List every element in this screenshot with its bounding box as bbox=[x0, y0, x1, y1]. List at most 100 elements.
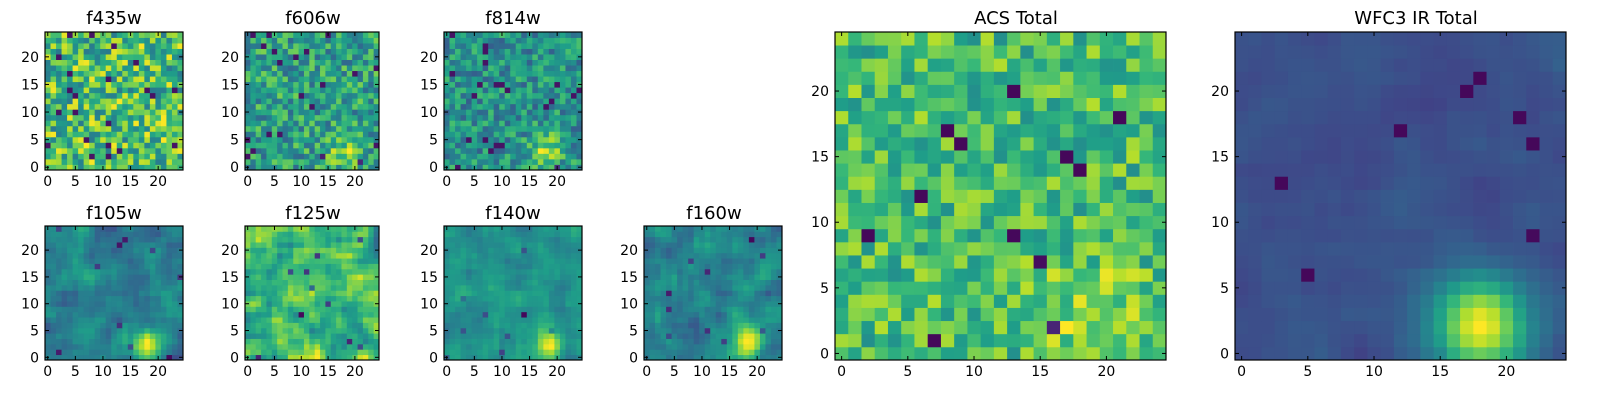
heatmap-cell bbox=[50, 242, 57, 248]
heatmap-cell bbox=[138, 92, 145, 99]
heatmap-cell bbox=[250, 343, 257, 350]
heatmap-cell bbox=[61, 103, 68, 110]
heatmap-cell bbox=[255, 279, 262, 286]
heatmap-cell bbox=[352, 37, 358, 44]
heatmap-cell bbox=[466, 54, 472, 60]
heatmap-cell bbox=[543, 279, 550, 286]
heatmap-cell bbox=[45, 343, 51, 350]
heatmap-cell bbox=[644, 252, 650, 259]
heatmap-cell bbox=[271, 258, 278, 264]
heatmap-cell bbox=[116, 226, 123, 232]
heatmap-cell bbox=[677, 343, 684, 350]
heatmap-cell bbox=[570, 125, 577, 132]
heatmap-cell bbox=[287, 317, 294, 323]
heatmap-cell bbox=[105, 153, 112, 160]
heatmap-cell bbox=[644, 338, 650, 345]
heatmap-cell bbox=[776, 306, 783, 313]
heatmap-cell bbox=[325, 59, 332, 66]
heatmap-cell bbox=[874, 228, 889, 243]
heatmap-cell bbox=[138, 120, 145, 127]
heatmap-cell bbox=[715, 263, 722, 270]
heatmap-cell bbox=[357, 164, 364, 171]
heatmap-cell bbox=[688, 354, 695, 361]
heatmap-cell bbox=[89, 349, 96, 356]
heatmap-cell bbox=[499, 98, 506, 105]
heatmap-cell bbox=[72, 327, 79, 334]
heatmap-cell bbox=[688, 333, 695, 339]
heatmap-cell bbox=[770, 242, 777, 248]
heatmap-cell bbox=[504, 349, 511, 356]
heatmap-cell bbox=[1113, 189, 1127, 203]
heatmap-cell bbox=[177, 349, 184, 356]
heatmap-cell bbox=[471, 242, 478, 248]
heatmap-cell bbox=[261, 153, 267, 160]
heatmap-cell bbox=[688, 279, 695, 286]
heatmap-cell bbox=[576, 98, 583, 105]
heatmap-cell bbox=[677, 317, 684, 323]
heatmap-cell bbox=[352, 142, 358, 149]
heatmap-cell bbox=[45, 252, 51, 259]
heatmap-cell bbox=[455, 76, 461, 83]
heatmap-cell bbox=[336, 120, 342, 127]
heatmap-cell bbox=[554, 158, 561, 165]
heatmap-cell bbox=[967, 268, 982, 282]
heatmap-cell bbox=[649, 301, 656, 307]
heatmap-cell bbox=[94, 263, 101, 270]
heatmap-cell bbox=[537, 338, 544, 345]
heatmap-cell bbox=[309, 263, 316, 270]
heatmap-cell bbox=[352, 263, 358, 270]
heatmap-cell bbox=[848, 281, 862, 295]
heatmap-cell bbox=[298, 333, 305, 339]
heatmap-cell bbox=[255, 247, 262, 254]
heatmap-cell bbox=[72, 231, 79, 238]
heatmap-cell bbox=[477, 54, 484, 60]
heatmap-cell bbox=[298, 343, 305, 350]
heatmap-cell bbox=[460, 87, 467, 94]
heatmap-cell bbox=[548, 327, 555, 334]
heatmap-cell bbox=[105, 92, 112, 99]
heatmap-cell bbox=[455, 131, 461, 138]
heatmap-cell bbox=[940, 307, 955, 322]
heatmap-cell bbox=[61, 158, 68, 165]
panel-title: f140w bbox=[485, 203, 540, 224]
y-tick-label: 15 bbox=[221, 270, 239, 286]
heatmap-cell bbox=[677, 301, 684, 307]
heatmap-cell bbox=[660, 327, 667, 334]
heatmap-cell bbox=[67, 338, 73, 345]
heatmap-cell bbox=[282, 247, 289, 254]
heatmap-cell bbox=[293, 338, 299, 345]
heatmap-cell bbox=[325, 120, 332, 127]
heatmap-cell bbox=[666, 258, 672, 264]
heatmap-cell bbox=[477, 59, 484, 66]
heatmap-cell bbox=[325, 301, 332, 307]
heatmap-cell bbox=[362, 242, 369, 248]
heatmap-cell bbox=[298, 252, 305, 259]
heatmap-cell bbox=[177, 252, 184, 259]
heatmap-cell bbox=[250, 114, 257, 121]
heatmap-cell bbox=[116, 301, 123, 307]
heatmap-cell bbox=[488, 349, 495, 356]
heatmap-cell bbox=[89, 236, 96, 243]
heatmap-cell bbox=[373, 70, 380, 77]
heatmap-cell bbox=[266, 311, 273, 318]
heatmap-cell bbox=[704, 295, 711, 302]
heatmap-cell bbox=[298, 153, 305, 160]
heatmap-cell bbox=[570, 242, 577, 248]
heatmap-cell bbox=[111, 279, 118, 286]
heatmap-cell bbox=[688, 284, 695, 291]
heatmap-cell bbox=[510, 114, 517, 121]
heatmap-cell bbox=[649, 231, 656, 238]
y-tick-label: 15 bbox=[221, 77, 239, 93]
heatmap-cell bbox=[116, 343, 123, 350]
heatmap-cell bbox=[649, 274, 656, 280]
heatmap-cell bbox=[325, 306, 332, 313]
heatmap-cell bbox=[559, 268, 566, 275]
heatmap-cell bbox=[1086, 268, 1101, 282]
heatmap-cell bbox=[111, 322, 118, 329]
heatmap-cell bbox=[980, 176, 995, 190]
heatmap-cell bbox=[116, 109, 123, 116]
heatmap-cell bbox=[677, 258, 684, 264]
heatmap-cell bbox=[770, 258, 777, 264]
heatmap-cell bbox=[78, 290, 85, 297]
heatmap-cell bbox=[266, 247, 273, 254]
